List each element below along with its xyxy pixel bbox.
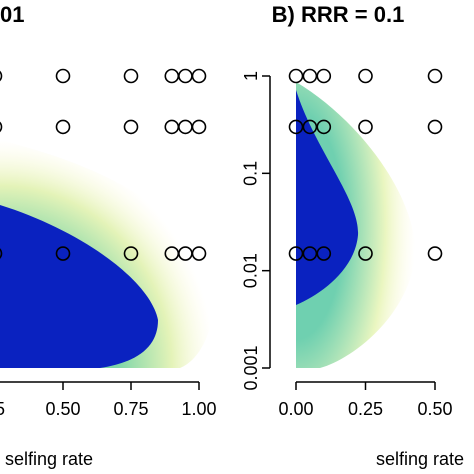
point — [0, 248, 3, 259]
point — [427, 68, 443, 84]
contour-core — [0, 205, 158, 368]
point — [164, 119, 180, 135]
x-axis-label: selfing rate — [376, 449, 464, 469]
y-tick-label: 0.01 — [241, 253, 261, 288]
point — [123, 246, 139, 261]
point — [302, 246, 318, 261]
panel-title: 01 — [0, 2, 24, 27]
x-tick-label: 0.25 — [348, 399, 383, 419]
point — [164, 68, 180, 84]
point — [0, 121, 3, 133]
point — [288, 246, 304, 261]
point — [358, 119, 373, 135]
point — [302, 119, 318, 135]
y-tick-label: 1 — [241, 71, 261, 81]
point — [55, 246, 71, 261]
point — [191, 119, 207, 135]
x-tick-label: 0.75 — [113, 399, 148, 419]
x-tick-label: 0.50 — [417, 399, 452, 419]
point — [316, 246, 332, 261]
x-tick-label: 25 — [0, 399, 5, 419]
contour-core — [296, 90, 359, 305]
y-tick-label: 0.1 — [241, 161, 261, 186]
point — [55, 119, 71, 135]
x-tick-label: 1.00 — [181, 399, 216, 419]
point — [123, 119, 139, 135]
x-tick-label: 0.00 — [278, 399, 313, 419]
point — [178, 119, 193, 135]
point — [0, 70, 3, 82]
point — [288, 119, 304, 135]
point — [123, 68, 139, 84]
point — [316, 119, 332, 135]
point — [191, 68, 207, 84]
x-tick-label: 0.50 — [45, 399, 80, 419]
x-axis-label: selfing rate — [5, 449, 93, 469]
y-tick-label: 0.001 — [241, 345, 261, 390]
point — [288, 68, 304, 84]
panel-title: B) RRR = 0.1 — [272, 2, 405, 27]
point — [358, 246, 373, 261]
point — [191, 246, 207, 261]
point — [178, 68, 193, 84]
point — [316, 68, 332, 84]
point — [302, 68, 318, 84]
point — [427, 246, 443, 261]
point — [427, 119, 443, 135]
point — [55, 68, 71, 84]
point — [358, 68, 373, 84]
